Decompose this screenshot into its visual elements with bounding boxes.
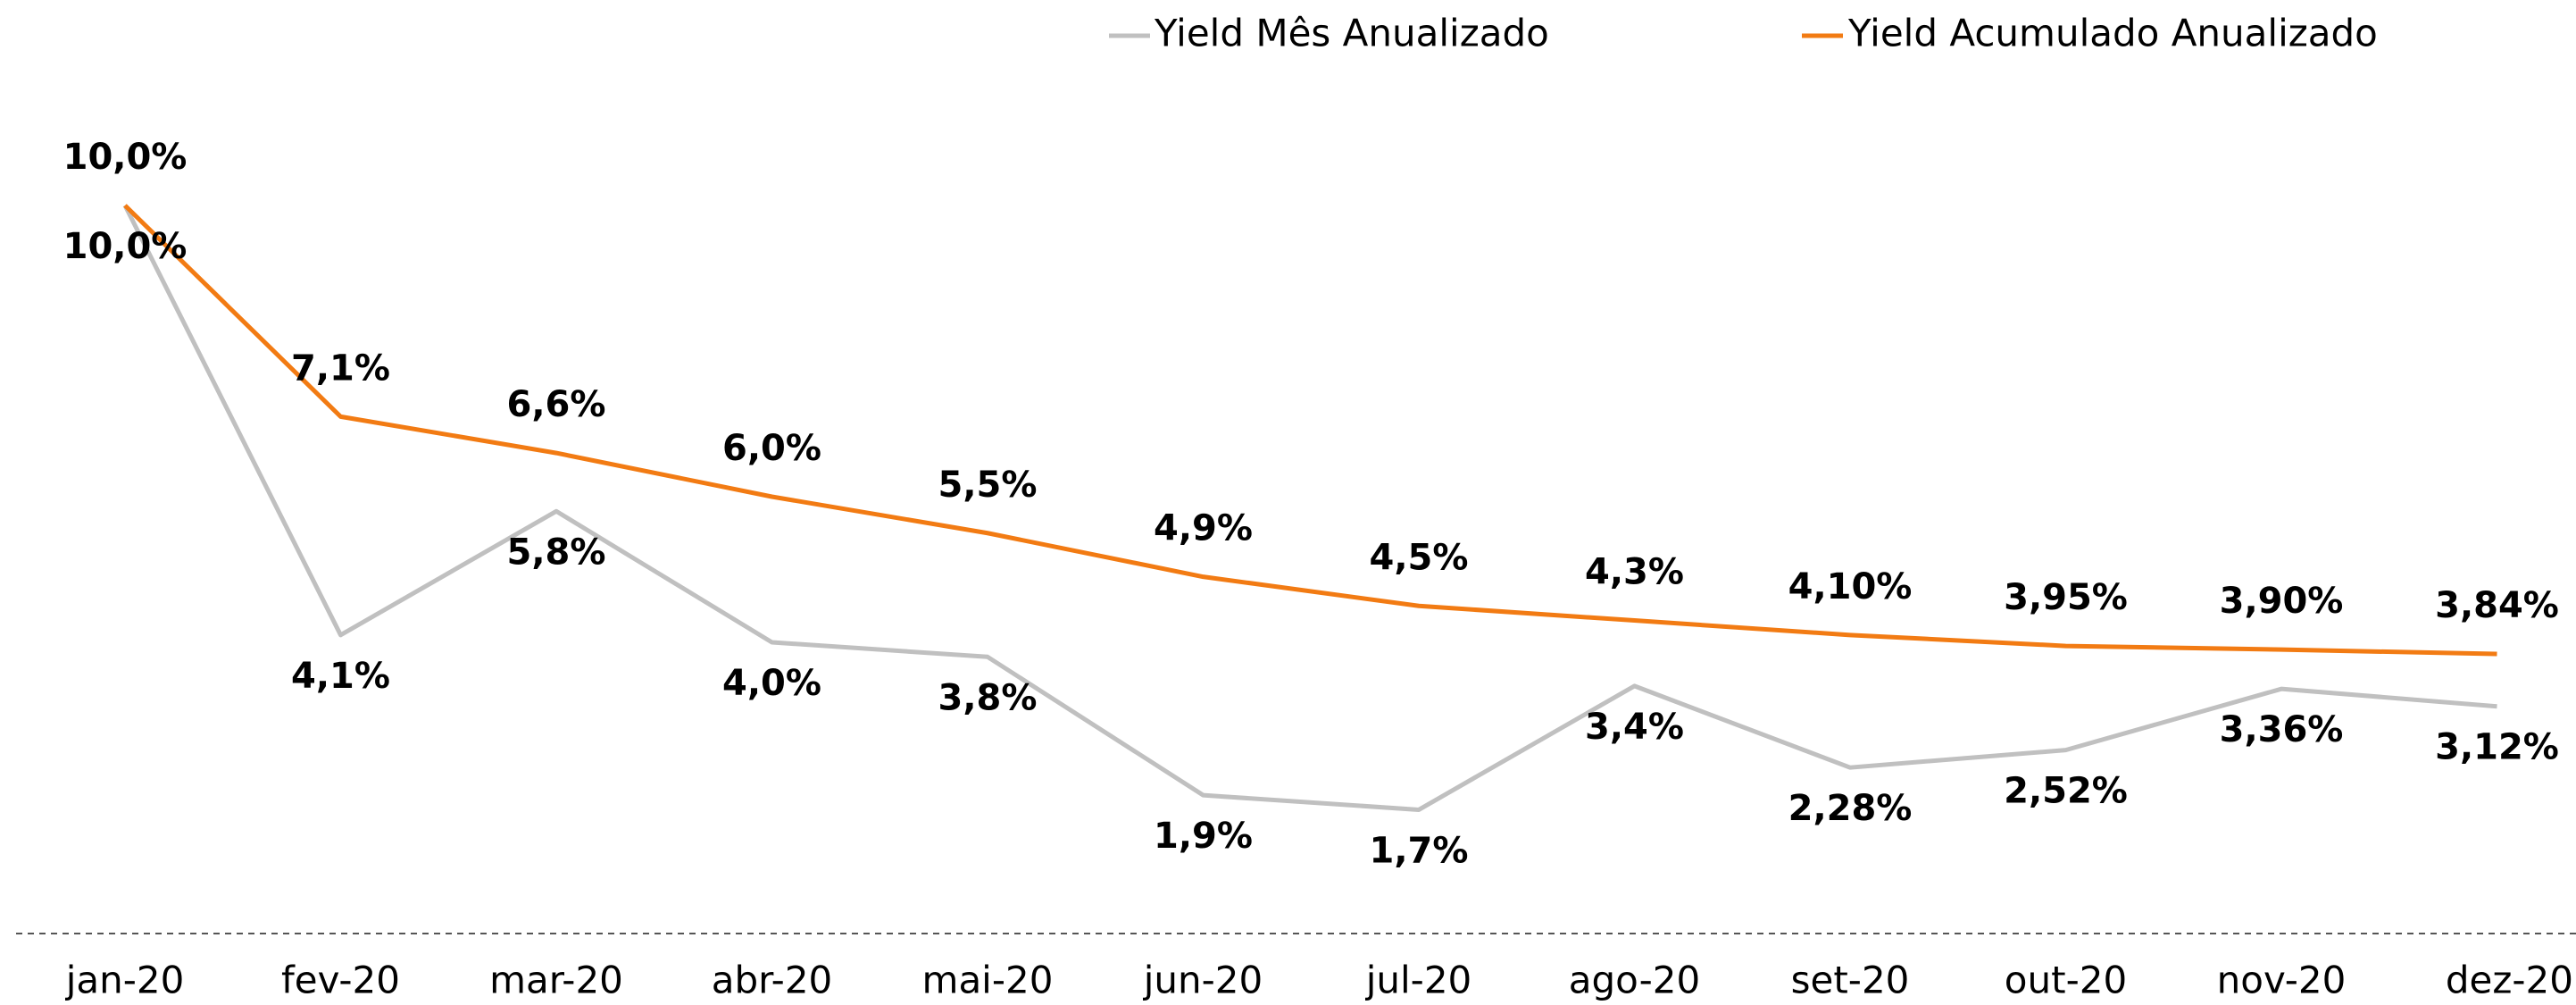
series-line [122, 204, 2497, 812]
value-label: 1,7% [1370, 830, 1469, 871]
value-label: 10,0% [63, 137, 188, 178]
value-label: 4,5% [1370, 537, 1469, 578]
value-label: 7,1% [291, 348, 390, 389]
x-tick-label: jul-20 [1365, 959, 1472, 1002]
value-label: 3,4% [1585, 707, 1684, 748]
series-line [123, 204, 2497, 657]
value-label: 3,36% [2220, 709, 2344, 750]
value-label: 4,0% [722, 663, 821, 704]
value-label: 5,8% [507, 532, 606, 573]
value-label: 1,9% [1154, 816, 1253, 857]
value-label: 10,0% [63, 226, 188, 267]
value-label: 3,8% [938, 677, 1038, 718]
value-label: 6,0% [722, 428, 821, 469]
value-label: 3,84% [2435, 585, 2559, 626]
x-tick-label: mar-20 [489, 959, 623, 1002]
value-label: 5,5% [938, 465, 1038, 506]
x-tick-label: fev-20 [281, 959, 400, 1002]
value-label: 4,1% [291, 656, 390, 697]
value-label: 3,90% [2220, 581, 2344, 622]
x-tick-label: jan-20 [65, 959, 185, 1002]
value-label: 4,9% [1154, 508, 1253, 549]
x-tick-label: mai-20 [922, 959, 1054, 1002]
value-label: 4,3% [1585, 552, 1684, 593]
x-tick-label: abr-20 [712, 959, 833, 1002]
x-tick-label: ago-20 [1569, 959, 1700, 1002]
value-label: 3,12% [2435, 727, 2559, 768]
legend-label: Yield Mês Anualizado [1154, 12, 1549, 55]
x-tick-label: dez-20 [2446, 959, 2573, 1002]
value-label: 4,10% [1788, 566, 1913, 607]
x-tick-label: nov-20 [2217, 959, 2347, 1002]
x-tick-label: set-20 [1791, 959, 1910, 1002]
value-label: 3,95% [2004, 577, 2128, 618]
value-label: 2,28% [1788, 788, 1913, 829]
legend-label: Yield Acumulado Anualizado [1847, 12, 2378, 55]
x-tick-label: out-20 [2005, 959, 2127, 1002]
value-label: 2,52% [2004, 771, 2128, 812]
x-tick-label: jun-20 [1143, 959, 1263, 1002]
value-label: 6,6% [507, 384, 606, 425]
